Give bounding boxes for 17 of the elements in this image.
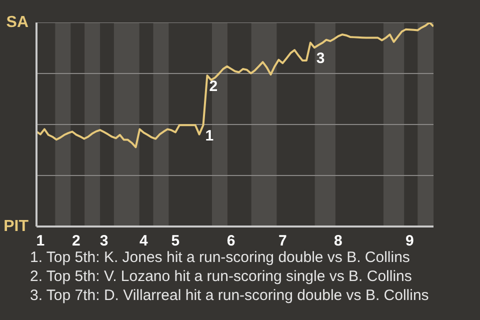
annotation: 1 [205,128,214,145]
x-tick-label: 8 [334,232,342,250]
x-tick-label: 4 [140,232,149,250]
x-tick-label: 7 [278,232,287,250]
x-tick-label: 6 [226,232,236,250]
text: 1. Top 5th: K. Jones hit a run-scoring double vs B. Collins [30,249,410,266]
x-tick-label: 3 [100,232,108,250]
text: SA [6,14,29,31]
x-tick-label: 1 [36,232,45,250]
annotation: 3 [316,50,325,68]
text: 3. Top 7th: D. Villarreal hit a run-scoring double vs B. Collins [30,287,429,304]
x-tick-label: 2 [72,232,80,250]
text: 2. Top 5th: V. Lozano hit a run-scoring single vs B. Collins [30,268,412,285]
x-tick-label: 5 [171,232,180,250]
x-tick-label: 9 [406,232,414,250]
text: PIT [4,218,29,235]
annotation: 2 [209,78,218,96]
